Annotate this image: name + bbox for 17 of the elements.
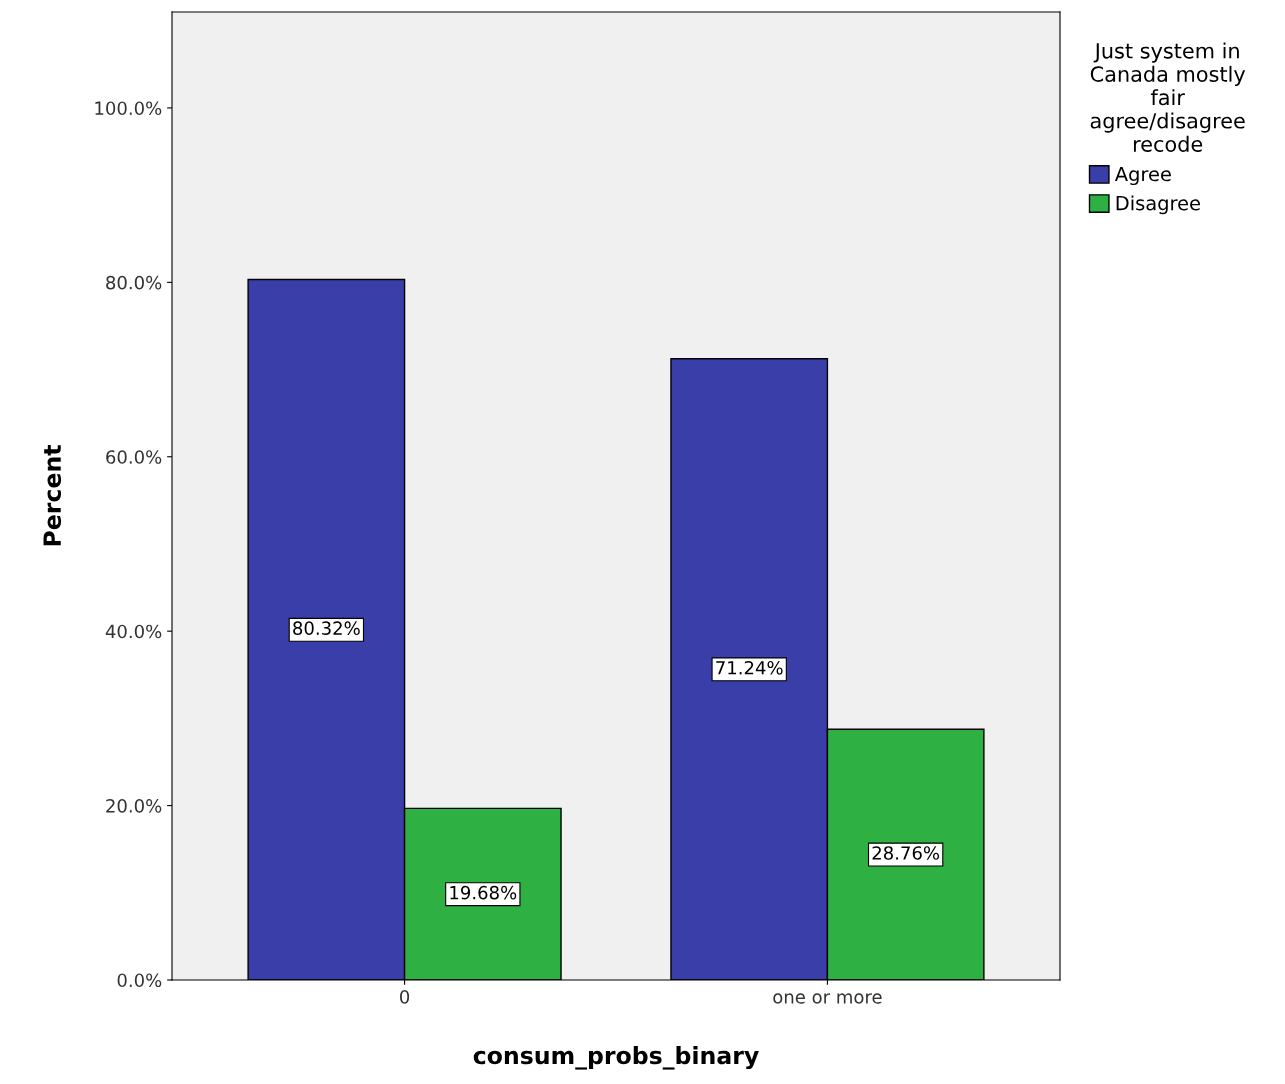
data-label: 80.32% [293,621,360,636]
data-label: 28.76% [872,846,940,860]
y-tick-label: 60.0% [106,450,162,464]
legend-title: Just system in Canada mostly fair agree/disagree recode [1090,42,1246,152]
x-tick-label: 0 [400,990,410,1004]
y-tick-label: 40.0% [105,624,162,639]
x-axis-title: consum_probs_binary [473,1046,759,1070]
data-label: 71.24% [716,660,783,675]
y-tick-label: 0.0% [117,973,162,988]
legend-label: Disagree [1116,195,1200,215]
legend-label: Agree [1114,166,1171,186]
y-tick-label: 20.0% [106,799,162,813]
x-tick-label: one or more [773,993,882,1004]
y-axis-title: Percent [43,445,62,546]
data-label: 19.68% [450,885,517,900]
y-tick-label: 100.0% [95,101,162,116]
y-tick-label: 80.0% [106,275,162,290]
